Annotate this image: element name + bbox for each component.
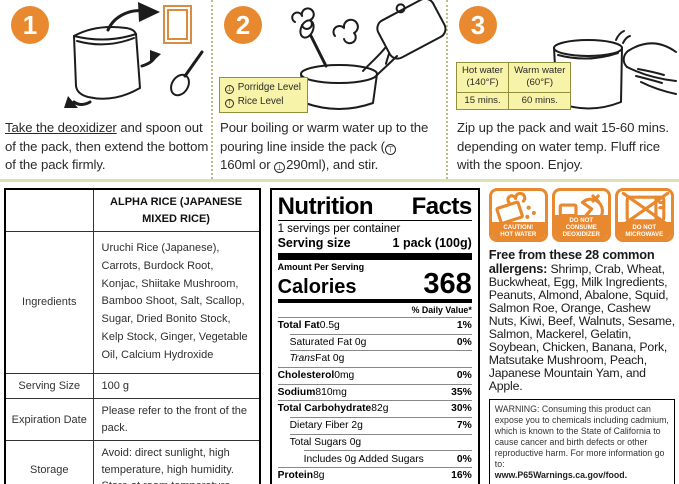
ingredients-label: Ingredients: [4, 231, 94, 374]
expiration-date-label: Expiration Date: [4, 398, 94, 442]
storage-label: Storage: [4, 440, 94, 484]
caution-icons-row: CAUTION! HOT WATER DO NOT CONSUME DEOXID…: [488, 188, 675, 242]
allergen-statement: Free from these 28 common allergens: Shr…: [489, 248, 675, 393]
pour-water-illustration: [291, 0, 447, 110]
hot-water-time: 15 mins.: [455, 91, 510, 111]
prop65-text: WARNING: Consuming this product can expo…: [494, 404, 669, 470]
hot-water-header: Hot water (140°F): [455, 62, 510, 93]
step-1: 1 Take the deoxidizer and spoon out of t…: [0, 0, 213, 179]
porridge-level-label: Porridge Level: [237, 82, 301, 93]
rice-level-label: Rice Level: [237, 96, 284, 108]
expiration-date-value: Please refer to the front of the pack.: [92, 398, 261, 442]
nutrient-row-total-carbohydrate: Total Carbohydrate 82g 30%: [277, 400, 472, 417]
step-2-caption: Pour boiling or warm water up to the pou…: [220, 120, 429, 174]
servings-per-container: 1 servings per container: [277, 223, 401, 236]
product-spec-table: ALPHA RICE (JAPANESE MIXED RICE) Ingredi…: [4, 188, 261, 484]
hot-water-caution-icon: CAUTION! HOT WATER: [488, 188, 548, 242]
prop65-warning-box: WARNING: Consuming this product can expo…: [488, 399, 675, 484]
nutrient-row-total-sugars: Total Sugars 0g: [289, 433, 472, 451]
prop65-url: www.P65Warnings.ca.gov/food.: [494, 470, 628, 481]
warm-water-header: Warm water (60°F): [508, 62, 572, 93]
soak-time-table: Hot water (140°F) Warm water (60°F) 15 m…: [455, 62, 572, 111]
serving-size-row: Serving size 1 pack (100g): [277, 236, 472, 251]
open-pack-illustration: [64, 2, 204, 108]
storage-value: Avoid: direct sunlight, high temperature…: [92, 440, 261, 484]
table-row: ALPHA RICE (JAPANESE MIXED RICE): [4, 188, 261, 232]
serving-size-label: Serving Size: [4, 372, 94, 400]
nutrient-row-trans-fat: Trans Fat 0g: [289, 350, 472, 367]
table-row: Storage Avoid: direct sunlight, high tem…: [4, 440, 261, 484]
step-1-caption: Take the deoxidizer and spoon out of the…: [5, 119, 209, 174]
allergen-lead: Free from these 28 common allergens:: [488, 247, 655, 277]
nutrient-row-protein: Protein 8g 16%: [277, 467, 472, 484]
ingredients-value: Uruchi Rice (Japanese), Carrots, Burdock…: [92, 231, 261, 374]
preparation-steps-row: 1 Take the deoxidizer and spoon out of t…: [0, 0, 679, 179]
circled-lower-icon: ⊤: [384, 144, 396, 156]
nutrient-row-total-fat: Total Fat 0.5g 1%: [277, 316, 472, 334]
nutrient-row-saturated-fat: Saturated Fat 0g 0%: [289, 333, 472, 351]
table-row: Ingredients Uruchi Rice (Japanese), Carr…: [4, 231, 261, 374]
nutrient-row-added-sugars: Includes 0g Added Sugars 0%: [303, 450, 472, 467]
circled-upper-icon: ⊥: [225, 85, 234, 94]
step-3: 3 Hot water (140°F) Warm water (60°F): [448, 0, 679, 179]
daily-value-header: % Daily Value*: [411, 304, 472, 315]
circled-lower-icon: ⊤: [225, 99, 234, 109]
product-details-row: ALPHA RICE (JAPANESE MIXED RICE) Ingredi…: [4, 188, 675, 484]
porridge-level-line: ⊥ Porridge Level: [225, 81, 301, 95]
step-3-caption: Zip up the pack and wait 15-60 mins. dep…: [457, 120, 669, 172]
nutrient-row-dietary-fiber: Dietary Fiber 2g 7%: [289, 416, 472, 434]
section-divider: [0, 179, 679, 182]
step-3-number-badge: 3: [459, 6, 497, 44]
rice-level-line: ⊤ Rice Level: [225, 95, 301, 109]
nutrient-row-cholesterol: Cholesterol 0mg 0%: [277, 366, 472, 384]
calories-row: Calories 368: [277, 268, 472, 301]
product-title: ALPHA RICE (JAPANESE MIXED RICE): [92, 188, 261, 232]
step-1-caption-underlined: Take the deoxidizer: [5, 120, 117, 136]
do-not-consume-deoxidizer-icon: DO NOT CONSUME DEOXIDIZER: [551, 188, 611, 242]
nutrient-row-sodium: Sodium 810mg 35%: [277, 383, 472, 401]
step-2: 2 ⊥ Porridge Level ⊤ Rice Level: [213, 0, 448, 179]
step-1-number-badge: 1: [11, 6, 49, 44]
step-1-caption-rest: and spoon out of the pack, then extend t…: [5, 120, 209, 172]
step-2-number-badge: 2: [224, 6, 262, 44]
nutrition-title: Nutrition Facts: [277, 193, 472, 222]
nutrition-facts-panel: Nutrition Facts 1 servings per container…: [269, 188, 480, 484]
serving-size-value: 100 g: [92, 372, 261, 400]
table-row: Serving Size 100 g: [4, 372, 261, 400]
divider-bar: [277, 298, 472, 303]
water-level-legend: ⊥ Porridge Level ⊤ Rice Level: [219, 77, 308, 114]
warnings-column: CAUTION! HOT WATER DO NOT CONSUME DEOXID…: [488, 188, 675, 484]
table-row: Expiration Date Please refer to the fron…: [4, 398, 261, 442]
allergen-list: Shrimp, Crab, Wheat, Buckwheat, Egg, Mil…: [488, 262, 675, 394]
warm-water-time: 60 mins.: [508, 91, 572, 111]
calories-value: 368: [423, 268, 472, 301]
divider-bar: [277, 253, 472, 261]
do-not-microwave-icon: DO NOT MICROWAVE: [614, 188, 674, 242]
circled-upper-icon: ⊥: [274, 162, 286, 174]
amount-per-serving: Amount Per Serving: [277, 262, 365, 273]
spoon-icon: [183, 50, 204, 78]
